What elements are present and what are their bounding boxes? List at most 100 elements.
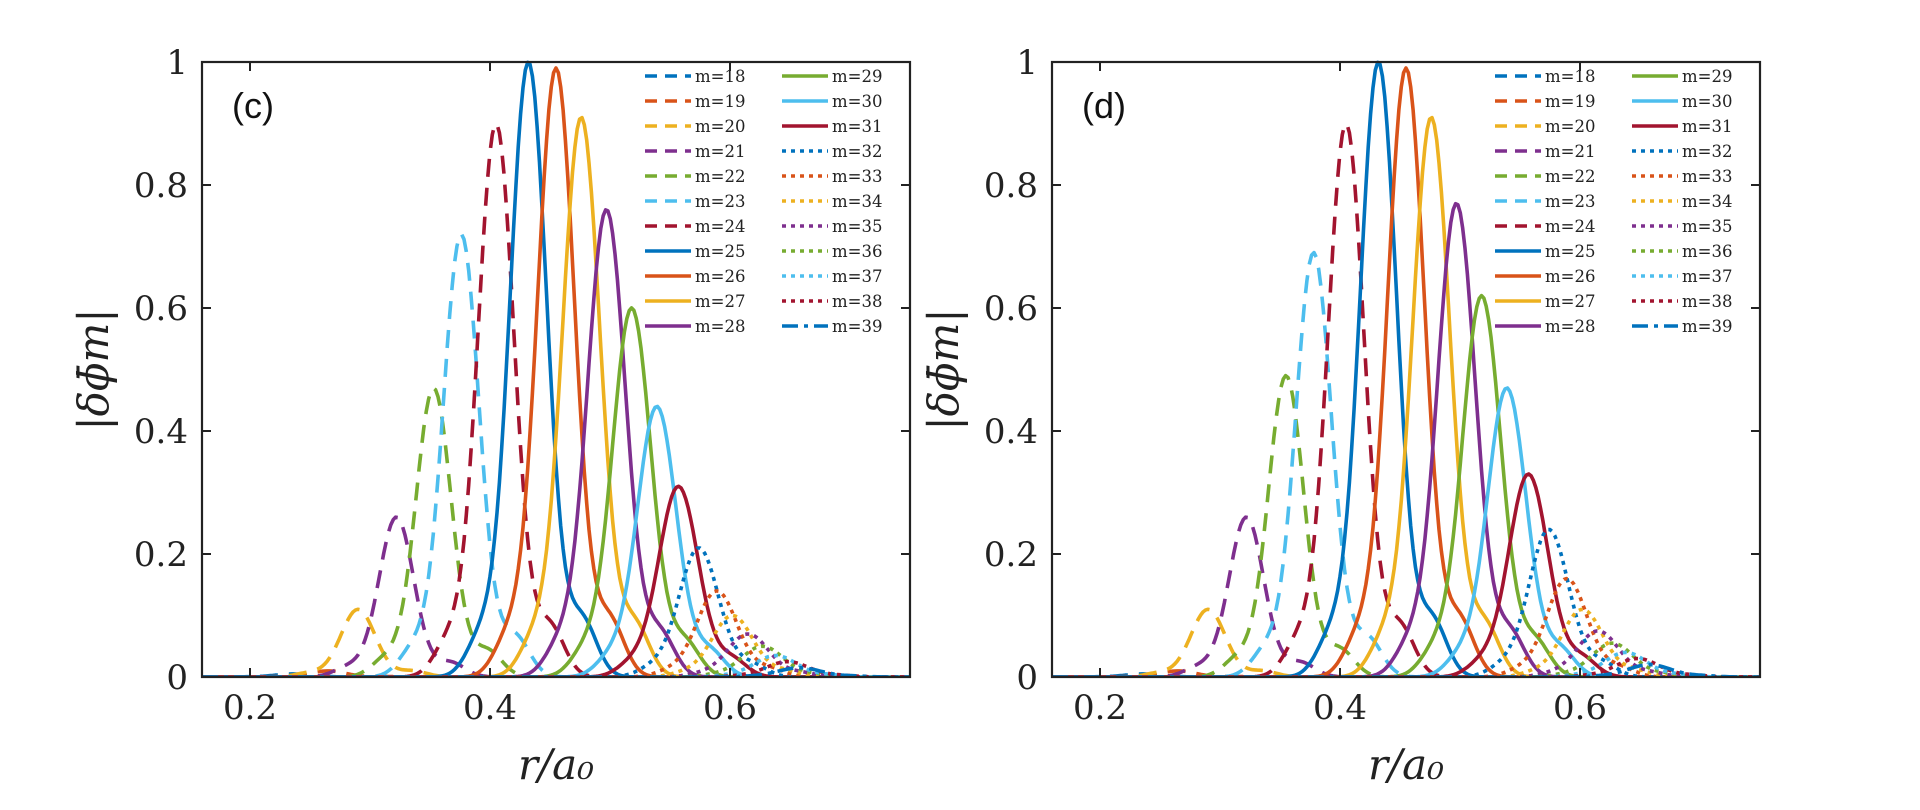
series-line-m29 — [1052, 293, 1760, 677]
y-tick-label: 0.2 — [984, 535, 1038, 575]
legend: m=18 m=19 m=20 m=21 m=22 m=23 m=24 m=25 m=26 m=27… — [1495, 67, 1732, 336]
legend-entry: m=37 — [832, 267, 882, 286]
series-line-m35 — [1052, 629, 1760, 677]
legend-entry: m=19 — [695, 92, 745, 111]
series-group — [202, 60, 910, 677]
series-line-m28 — [202, 208, 910, 677]
series-line-m36 — [202, 644, 910, 677]
legend-entry: m=38 — [1682, 292, 1732, 311]
legend-entry: m=36 — [832, 242, 882, 261]
x-tick-label: 0.2 — [1073, 688, 1127, 728]
legend-entry: m=24 — [695, 217, 745, 236]
legend-entry: m=29 — [832, 67, 882, 86]
legend-entry: m=18 — [695, 67, 745, 86]
legend-entry: m=31 — [832, 117, 882, 136]
series-line-m32 — [1052, 527, 1760, 677]
y-tick-label: 0.4 — [134, 412, 188, 452]
legend-entry: m=20 — [695, 117, 745, 136]
legend-entry: m=20 — [1545, 117, 1595, 136]
chart-panel-1: 0 0.2 0.4 0.6 0.8 1 0.2 0.4 0.6 r/a₀ |δϕ̄m| (d) m=18… — [919, 43, 1762, 789]
series-line-m24 — [1052, 122, 1760, 677]
legend-entry: m=36 — [1682, 242, 1732, 261]
legend-entry: m=23 — [695, 192, 745, 211]
series-line-m25 — [1052, 60, 1760, 677]
series-line-m39 — [1052, 662, 1760, 677]
legend-entry: m=23 — [1545, 192, 1595, 211]
legend-entry: m=34 — [832, 192, 882, 211]
legend-entry: m=26 — [1545, 267, 1595, 286]
legend-entry: m=38 — [832, 292, 882, 311]
legend-entry: m=25 — [695, 242, 745, 261]
series-line-m31 — [1052, 472, 1760, 677]
series-line-m34 — [202, 613, 910, 677]
legend-entry: m=33 — [832, 167, 882, 186]
y-tick-label: 0.8 — [984, 166, 1038, 206]
legend-entry: m=27 — [1545, 292, 1595, 311]
y-tick-label: 0.4 — [984, 412, 1038, 452]
legend-entry: m=21 — [695, 142, 745, 161]
legend-entry: m=24 — [1545, 217, 1595, 236]
series-line-m37 — [202, 653, 910, 677]
y-tick-label: 0 — [166, 658, 188, 698]
legend-entry: m=35 — [1682, 217, 1732, 236]
series-line-m31 — [202, 484, 910, 677]
x-axis-label: r/a₀ — [1368, 740, 1444, 789]
series-line-m29 — [202, 306, 910, 677]
series-line-m19 — [1052, 669, 1760, 677]
x-tick-label: 0.6 — [703, 688, 757, 728]
y-tick-label: 0.8 — [134, 166, 188, 206]
series-line-m32 — [202, 546, 910, 677]
legend-entry: m=39 — [832, 317, 882, 336]
x-tick-label: 0.6 — [1553, 688, 1607, 728]
series-line-m37 — [1052, 650, 1760, 677]
legend-entry: m=21 — [1545, 142, 1595, 161]
legend-entry: m=37 — [1682, 267, 1732, 286]
series-line-m28 — [1052, 201, 1760, 677]
legend: m=18 m=19 m=20 m=21 m=22 m=23 m=24 m=25 m=26 m=27… — [645, 67, 882, 336]
legend-entry: m=35 — [832, 217, 882, 236]
plot-frame — [1050, 60, 1762, 679]
legend-entry: m=22 — [1545, 167, 1595, 186]
series-group — [1052, 60, 1760, 677]
legend-entry: m=31 — [1682, 117, 1732, 136]
chart-panel-0: 0 0.2 0.4 0.6 0.8 1 0.2 0.4 0.6 r/a₀ |δϕ̄m| (c) m=18… — [69, 43, 912, 789]
y-tick-label: 1 — [166, 43, 188, 83]
panel-label: (c) — [232, 85, 274, 126]
legend-entry: m=18 — [1545, 67, 1595, 86]
y-axis-label: |δϕ̄m| — [69, 308, 118, 430]
legend-entry: m=27 — [695, 292, 745, 311]
legend-entry: m=32 — [1682, 142, 1732, 161]
series-line-m24 — [202, 122, 910, 677]
panel-label: (d) — [1082, 85, 1126, 126]
series-line-m26 — [1052, 66, 1760, 677]
x-tick-label: 0.2 — [223, 688, 277, 728]
series-line-m20 — [1052, 607, 1760, 677]
plot-frame — [200, 60, 912, 679]
y-tick-label: 0.2 — [134, 535, 188, 575]
legend-entry: m=28 — [1545, 317, 1595, 336]
series-line-m27 — [202, 115, 910, 677]
x-axis-label: r/a₀ — [518, 740, 594, 789]
legend-entry: m=34 — [1682, 192, 1732, 211]
series-line-m19 — [202, 669, 910, 677]
series-line-m34 — [1052, 607, 1760, 677]
y-tick-label: 0 — [1016, 658, 1038, 698]
legend-entry: m=28 — [695, 317, 745, 336]
x-tick-label: 0.4 — [1313, 688, 1367, 728]
legend-entry: m=22 — [695, 167, 745, 186]
legend-entry: m=33 — [1682, 167, 1732, 186]
series-line-m20 — [202, 607, 910, 677]
legend-entry: m=32 — [832, 142, 882, 161]
series-line-m39 — [202, 666, 910, 677]
series-line-m35 — [202, 632, 910, 677]
series-line-m26 — [202, 66, 910, 677]
y-axis-label: |δϕ̄m| — [919, 308, 968, 430]
legend-entry: m=26 — [695, 267, 745, 286]
legend-entry: m=39 — [1682, 317, 1732, 336]
legend-entry: m=30 — [832, 92, 882, 111]
y-tick-label: 1 — [1016, 43, 1038, 83]
x-tick-label: 0.4 — [463, 688, 517, 728]
series-line-m21 — [202, 515, 910, 677]
legend-entry: m=25 — [1545, 242, 1595, 261]
